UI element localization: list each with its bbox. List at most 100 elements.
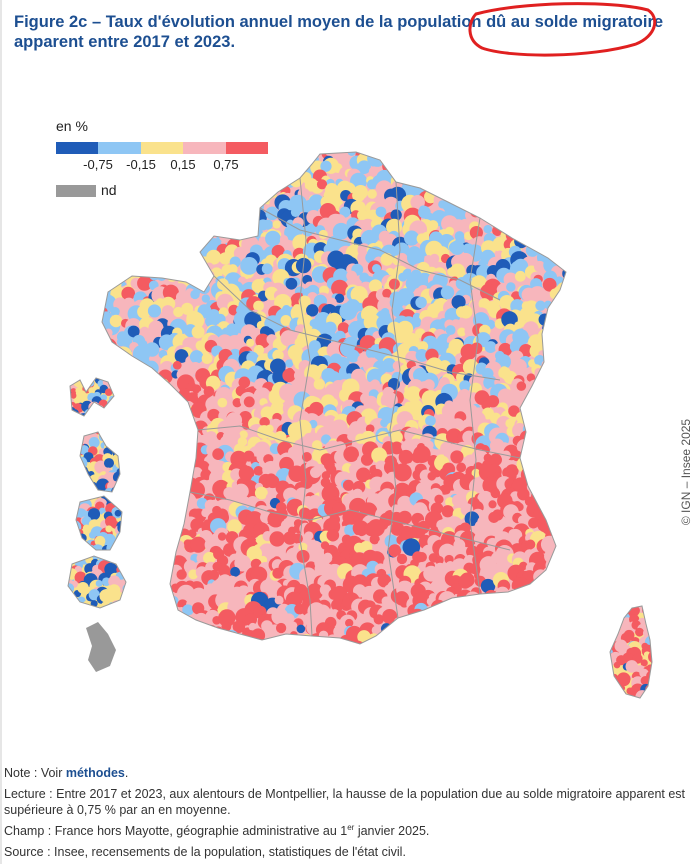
map-cell bbox=[288, 465, 305, 483]
map-cell bbox=[553, 314, 565, 325]
map-cell bbox=[129, 172, 141, 185]
mayotte-territory-nd bbox=[86, 622, 116, 672]
map-cell bbox=[116, 430, 132, 446]
map-cell bbox=[144, 622, 158, 636]
map-cell bbox=[95, 414, 107, 416]
map-cell bbox=[181, 152, 199, 164]
map-cell bbox=[188, 431, 202, 445]
map-cell bbox=[114, 346, 133, 364]
map-cell bbox=[410, 194, 425, 210]
map-cell bbox=[190, 190, 208, 208]
map-cell bbox=[546, 615, 559, 628]
map-cell bbox=[647, 609, 652, 624]
map-cell bbox=[488, 500, 497, 509]
map-cell bbox=[557, 492, 566, 506]
map-cell bbox=[108, 614, 125, 632]
map-cell bbox=[279, 383, 297, 402]
map-cell bbox=[539, 461, 558, 480]
map-cell bbox=[548, 591, 566, 610]
map-cell bbox=[394, 163, 405, 174]
map-cell bbox=[157, 369, 173, 385]
map-cell bbox=[101, 412, 114, 416]
map-cell bbox=[176, 220, 188, 232]
map-cell bbox=[213, 214, 226, 227]
map-cell bbox=[102, 349, 109, 359]
map-cell bbox=[102, 243, 110, 253]
corsica-cells bbox=[610, 606, 661, 709]
map-cell bbox=[558, 471, 566, 484]
map-cell bbox=[114, 387, 122, 395]
map-cell bbox=[554, 204, 566, 223]
map-cell bbox=[151, 174, 165, 189]
map-cell bbox=[158, 223, 168, 233]
map-cell bbox=[558, 244, 566, 257]
map-cell bbox=[538, 487, 557, 506]
map-cell bbox=[139, 419, 155, 434]
map-cell bbox=[527, 379, 544, 396]
map-cell bbox=[398, 449, 414, 465]
map-cell bbox=[289, 152, 298, 158]
map-cell bbox=[560, 311, 566, 321]
methodes-link[interactable]: méthodes bbox=[65, 766, 125, 780]
map-cell bbox=[177, 622, 188, 633]
map-cell bbox=[453, 630, 471, 644]
map-cell bbox=[567, 291, 579, 303]
map-cell bbox=[643, 699, 653, 709]
map-cell bbox=[610, 606, 616, 610]
map-cell bbox=[182, 635, 193, 644]
map-cell bbox=[102, 152, 110, 158]
map-cell bbox=[262, 219, 273, 230]
map-cell bbox=[161, 475, 174, 488]
map-cell bbox=[164, 525, 178, 539]
map-cell bbox=[493, 201, 509, 217]
map-cell bbox=[561, 152, 566, 161]
map-cell bbox=[203, 641, 218, 644]
map-cell bbox=[73, 378, 84, 388]
map-cell bbox=[160, 541, 174, 555]
map-cell bbox=[225, 323, 240, 337]
map-cell bbox=[68, 594, 71, 606]
map-cell bbox=[135, 230, 145, 239]
legend-swatch-class-3 bbox=[140, 142, 184, 154]
map-cell bbox=[68, 611, 75, 618]
map-cell bbox=[125, 181, 137, 193]
map-cell bbox=[536, 400, 554, 419]
map-cell bbox=[95, 580, 103, 587]
map-cell bbox=[176, 170, 192, 186]
map-cell bbox=[143, 152, 162, 160]
map-cell bbox=[393, 617, 403, 626]
map-cell bbox=[163, 386, 174, 397]
map-cell bbox=[561, 430, 566, 443]
map-cell bbox=[152, 158, 169, 174]
map-cell bbox=[382, 608, 398, 625]
map-cell bbox=[610, 606, 620, 616]
map-cell bbox=[504, 161, 520, 177]
map-cell bbox=[148, 507, 157, 517]
map-cell bbox=[648, 650, 652, 664]
map-cell bbox=[509, 641, 522, 644]
map-cell bbox=[536, 620, 553, 637]
map-cell bbox=[102, 417, 106, 432]
map-cell bbox=[545, 469, 558, 482]
map-cell bbox=[111, 226, 122, 237]
map-cell bbox=[102, 266, 115, 281]
map-cell bbox=[408, 152, 420, 157]
map-cell bbox=[128, 420, 138, 430]
map-cell bbox=[363, 395, 378, 410]
map-cell bbox=[551, 341, 566, 359]
map-cell bbox=[169, 409, 186, 426]
map-cell bbox=[124, 421, 139, 437]
map-cell bbox=[107, 152, 120, 164]
map-cell bbox=[141, 620, 157, 636]
map-cell bbox=[208, 157, 226, 176]
map-cell bbox=[558, 610, 566, 621]
map-cell bbox=[470, 195, 486, 211]
map-cell bbox=[110, 556, 124, 564]
map-cell bbox=[122, 370, 134, 381]
map-cell bbox=[184, 169, 200, 186]
map-cell bbox=[184, 162, 201, 179]
map-cell bbox=[451, 494, 465, 507]
map-cell bbox=[225, 152, 241, 157]
map-cell bbox=[654, 665, 661, 672]
map-cell bbox=[611, 606, 622, 614]
